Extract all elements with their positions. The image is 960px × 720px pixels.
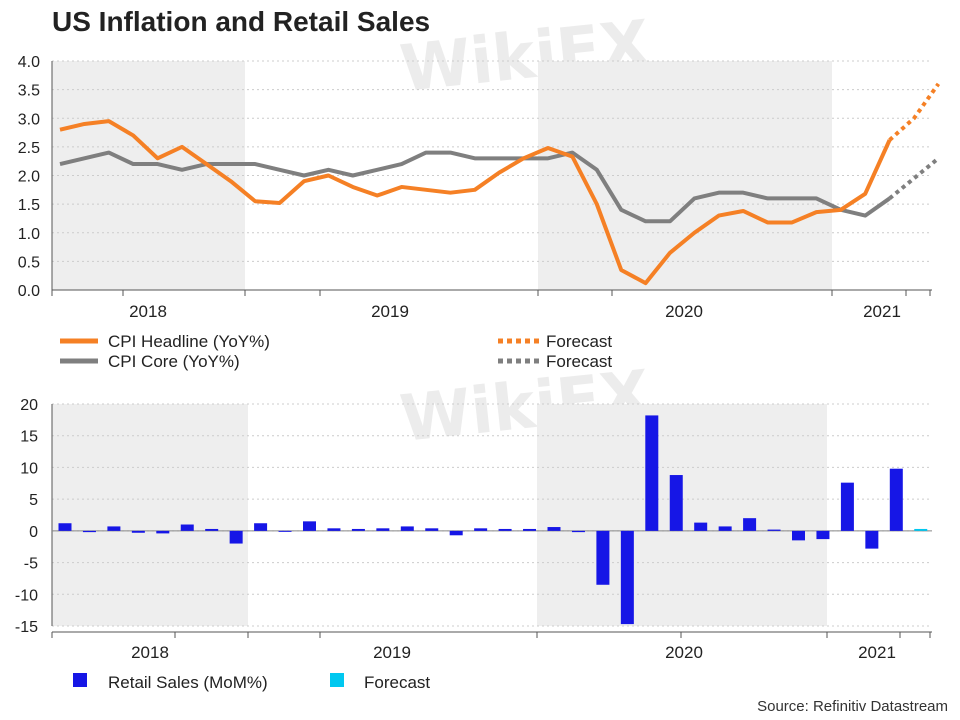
y-tick-label: -10 <box>15 587 38 604</box>
x-tick-label: 2021 <box>863 302 901 321</box>
retail-sales-bar <box>400 526 414 531</box>
retail-sales-bar <box>571 530 585 533</box>
y-tick-label: 20 <box>20 397 38 414</box>
retail-sales-bar <box>131 530 145 533</box>
cpi-core-forecast-line <box>888 156 940 200</box>
x-tick-label: 2021 <box>858 643 896 662</box>
retail-sales-bar <box>865 530 879 549</box>
cpi-headline-line <box>59 119 892 286</box>
retail-sales-bar <box>327 528 341 531</box>
legend-label-retail-sales: Retail Sales (MoM%) <box>108 673 268 692</box>
y-tick-label: 1.5 <box>18 197 40 214</box>
retail-sales-bar <box>254 523 268 531</box>
legend-swatch-retail-sales <box>73 673 87 687</box>
retail-sales-bar <box>767 529 781 531</box>
legend-label-retail-forecast: Forecast <box>364 673 430 692</box>
y-tick-label: 2.5 <box>18 140 40 157</box>
retail-sales-bar <box>669 475 683 531</box>
retail-sales-bar <box>645 415 659 531</box>
retail-sales-bar <box>205 528 219 531</box>
legend-label-headline-forecast: Forecast <box>546 332 612 351</box>
cpi-headline-forecast-line <box>888 82 941 142</box>
retail-sales-bar <box>474 528 488 531</box>
y-tick-label: 3.5 <box>18 83 40 100</box>
y-tick-label: 10 <box>20 460 38 477</box>
retail-sales-bar <box>156 530 170 534</box>
retail-sales-bar <box>694 522 708 531</box>
y-tick-label: 0.0 <box>18 283 40 300</box>
retail-sales-bar <box>82 530 96 533</box>
x-tick-label: 2019 <box>371 302 409 321</box>
retail-sales-bar <box>107 526 121 531</box>
y-tick-label: 4.0 <box>18 54 40 71</box>
retail-sales-bar <box>523 528 537 531</box>
retail-sales-legend: Retail Sales (MoM%) Forecast <box>73 673 430 692</box>
retail-sales-bar <box>547 527 561 531</box>
y-tick-label: 5 <box>29 492 38 509</box>
cpi-chart: 0.0 0.5 1.0 1.5 2.0 2.5 3.0 3.5 4.0 2018 2019 2020 2… <box>18 54 941 321</box>
x-tick-label: 2020 <box>665 643 703 662</box>
x-tick-label: 2018 <box>129 302 167 321</box>
y-tick-label: 0 <box>29 524 38 541</box>
retail-sales-bar <box>180 524 194 531</box>
retail-sales-bar <box>449 530 463 536</box>
page-title: US Inflation and Retail Sales <box>52 6 431 37</box>
y-tick-label: -15 <box>15 619 38 636</box>
legend-label-cpi-headline: CPI Headline (YoY%) <box>108 332 270 351</box>
legend-swatch-retail-forecast <box>330 673 344 687</box>
x-tick-label: 2018 <box>131 643 169 662</box>
cpi-legend: CPI Headline (YoY%) CPI Core (YoY%) Fore… <box>60 332 612 371</box>
retail-sales-bar <box>303 521 316 531</box>
retail-sales-bar <box>498 528 512 531</box>
retail-sales-bar <box>351 528 365 531</box>
retail-sales-bar <box>718 526 732 531</box>
y-tick-label: 3.0 <box>18 111 40 128</box>
retail-sales-chart: -15 -10 -5 0 5 10 15 20 2018 2019 2020 2021 <box>15 397 932 662</box>
x-tick-label: 2019 <box>373 643 411 662</box>
retail-sales-bar <box>816 530 830 540</box>
cpi-core-line <box>59 150 891 224</box>
retail-sales-forecast-bar <box>914 528 928 531</box>
legend-label-cpi-core: CPI Core (YoY%) <box>108 352 240 371</box>
source-note: Source: Refinitiv Datastream <box>757 698 948 715</box>
retail-sales-bar <box>425 528 439 531</box>
retail-sales-bar <box>840 482 854 531</box>
retail-sales-bar <box>278 530 292 532</box>
retail-sales-bar <box>620 530 634 625</box>
retail-sales-bar <box>58 523 72 531</box>
y-tick-label: -5 <box>24 556 38 573</box>
retail-sales-bar <box>229 530 243 544</box>
y-tick-label: 2.0 <box>18 169 40 186</box>
retail-sales-bar <box>743 518 757 531</box>
legend-label-core-forecast: Forecast <box>546 352 612 371</box>
y-tick-label: 1.0 <box>18 226 40 243</box>
retail-sales-bar <box>889 468 903 531</box>
x-tick-label: 2020 <box>665 302 703 321</box>
shaded-period <box>52 404 248 626</box>
y-tick-label: 15 <box>20 429 38 446</box>
y-tick-label: 0.5 <box>18 254 40 271</box>
retail-sales-bar <box>792 530 805 541</box>
retail-sales-bar <box>376 528 390 531</box>
retail-sales-bar <box>596 530 610 585</box>
